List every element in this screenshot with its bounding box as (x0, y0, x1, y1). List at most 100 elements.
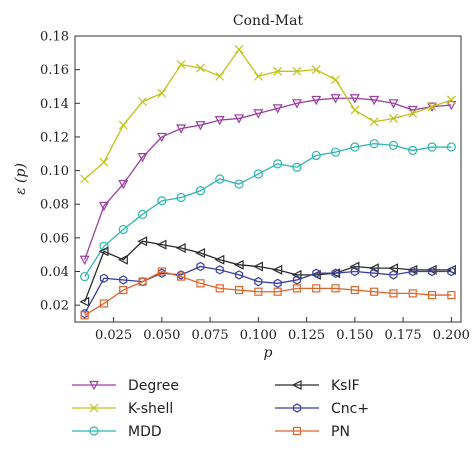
data-point-degree (407, 105, 418, 116)
data-point-degree (349, 94, 360, 104)
data-point-k-shell (138, 97, 147, 107)
legend-marker (89, 426, 99, 436)
data-point-degree (214, 116, 225, 126)
data-point-ksif (233, 259, 244, 270)
data-point-cnc (389, 270, 398, 280)
series-degree (79, 94, 457, 266)
data-point-pn (447, 290, 456, 300)
x-axis-label: p (264, 345, 273, 361)
data-point-k-shell (389, 114, 398, 123)
data-point-k-shell (196, 63, 205, 73)
data-point-pn (312, 284, 321, 293)
data-point-mdd (215, 174, 225, 184)
data-point-mdd (427, 142, 437, 152)
legend-item-cnc: Cnc+ (275, 401, 369, 417)
data-point-cnc (370, 268, 379, 278)
legend-marker (89, 380, 99, 391)
data-point-k-shell (118, 120, 128, 130)
data-point-degree (234, 114, 245, 124)
data-point-ksif (214, 254, 225, 265)
data-point-pn (370, 287, 379, 296)
data-point-ksif (368, 263, 379, 274)
legend-marker (89, 403, 99, 413)
y-tick-label: 0.10 (40, 164, 69, 179)
data-point-ksif (137, 236, 148, 247)
y-tick-label: 0.06 (40, 231, 69, 246)
data-point-mdd (330, 147, 341, 157)
data-point-cnc (350, 266, 359, 277)
data-point-degree (156, 132, 167, 143)
data-point-cnc (331, 268, 340, 278)
data-point-pn (196, 279, 205, 288)
x-tick-label: 0.075 (191, 328, 228, 343)
data-point-pn (350, 285, 359, 295)
series-cnc (80, 261, 456, 319)
data-point-ksif (175, 243, 186, 253)
legend-marker (292, 403, 302, 413)
x-tick-label: 0.025 (95, 328, 132, 343)
data-point-degree (330, 94, 341, 104)
series-line-k-shell (84, 48, 452, 180)
data-point-pn (408, 289, 417, 298)
legend: Degree K-shell MDD KsIF Cnc+ PN (72, 378, 369, 440)
data-point-pn (273, 287, 282, 296)
x-tick-label: 0.175 (384, 328, 421, 343)
data-point-cnc (234, 270, 244, 280)
data-point-ksif (388, 263, 399, 274)
data-point-ksif (272, 264, 283, 275)
series-k-shell (80, 45, 456, 184)
data-point-cnc (408, 266, 417, 277)
data-point-cnc (447, 266, 456, 277)
data-point-mdd (234, 179, 244, 189)
series-ksif (79, 236, 456, 307)
data-point-cnc (119, 275, 128, 285)
data-point-degree (291, 99, 302, 109)
data-point-cnc (292, 275, 302, 285)
data-point-pn (254, 287, 263, 296)
series-line-degree (84, 97, 452, 260)
data-point-pn (292, 284, 302, 293)
data-point-pn (157, 267, 166, 276)
data-point-mdd (195, 186, 206, 196)
chart-title: Cond-Mat (233, 13, 304, 29)
data-point-pn (177, 272, 186, 281)
data-point-k-shell (369, 117, 379, 127)
data-point-k-shell (273, 66, 283, 76)
data-point-ksif (253, 261, 263, 272)
data-point-cnc (215, 265, 224, 275)
data-point-k-shell (99, 157, 109, 167)
data-point-degree (369, 95, 380, 106)
data-point-k-shell (408, 108, 418, 118)
data-point-mdd (350, 142, 360, 152)
data-point-mdd (292, 162, 302, 172)
x-tick-label: 0.200 (433, 328, 470, 343)
legend-item-k-shell: K-shell (72, 401, 173, 417)
legend-label: MDD (128, 424, 162, 440)
x-tick-label: 0.050 (143, 328, 180, 343)
data-point-pn (99, 299, 109, 308)
data-point-mdd (137, 209, 148, 219)
data-point-ksif (156, 239, 167, 250)
data-point-k-shell (350, 105, 360, 115)
series-pn (80, 267, 456, 320)
y-tick-label: 0.18 (40, 30, 69, 45)
data-point-k-shell (253, 71, 263, 81)
y-tick-label: 0.16 (40, 63, 69, 78)
data-point-k-shell (446, 95, 456, 105)
legend-item-mdd: MDD (72, 424, 162, 440)
data-point-cnc (312, 268, 321, 278)
data-point-degree (176, 124, 187, 134)
data-point-pn (331, 284, 340, 293)
data-point-cnc (196, 261, 205, 272)
y-ticks: 0.02 0.04 0.06 0.08 0.10 0.12 0.14 0.16 0.18 (40, 30, 80, 314)
data-point-degree (446, 100, 457, 111)
data-point-cnc (99, 273, 109, 283)
y-tick-label: 0.14 (40, 97, 69, 112)
y-tick-label: 0.02 (40, 299, 69, 314)
legend-label: Degree (128, 378, 179, 394)
data-point-k-shell (215, 71, 225, 81)
y-tick-label: 0.12 (40, 130, 69, 145)
x-tick-label: 0.125 (288, 328, 325, 343)
data-point-cnc (254, 276, 263, 287)
